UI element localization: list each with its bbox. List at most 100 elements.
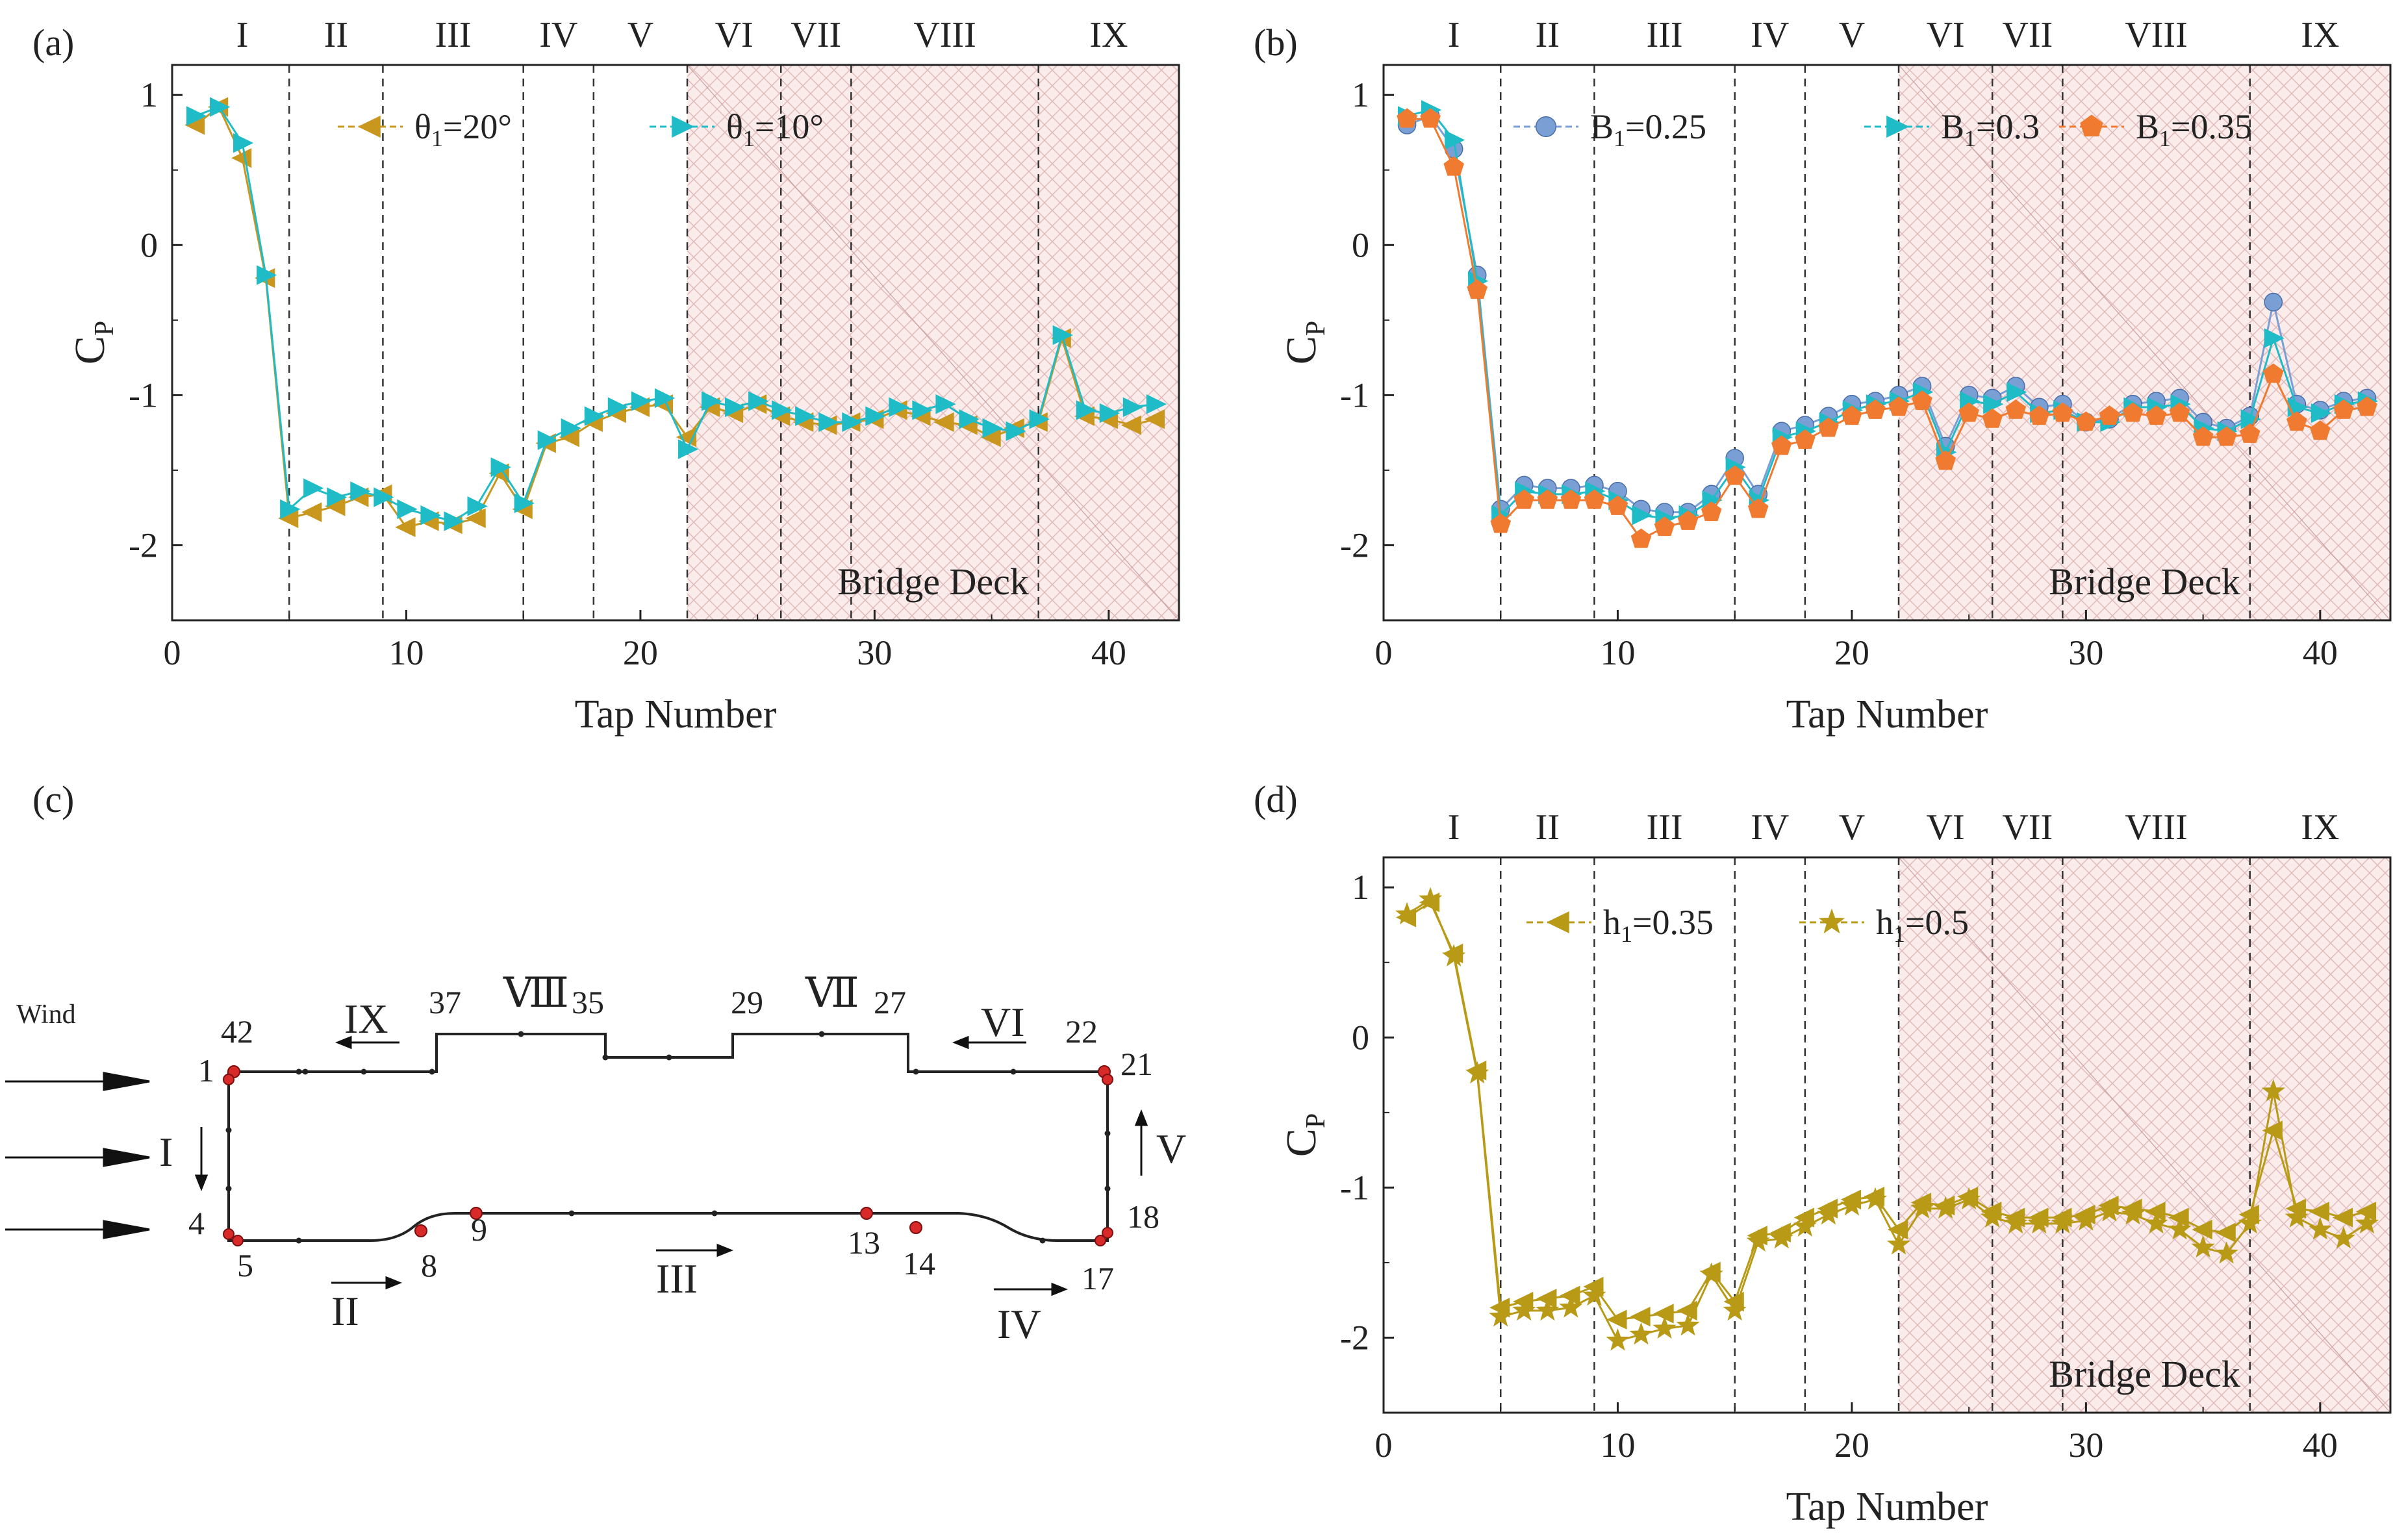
plot-frame — [1382, 64, 2392, 622]
data-point — [444, 511, 464, 531]
region-label-III: III — [1647, 807, 1683, 848]
data-point — [280, 499, 301, 520]
y-tick-label: 0 — [1352, 225, 1369, 264]
data-point — [795, 406, 816, 426]
data-point — [912, 400, 933, 420]
data-point — [654, 388, 676, 409]
data-point — [1395, 902, 1419, 925]
legend-label-value: =10° — [755, 107, 824, 146]
data-point — [1582, 1283, 1606, 1306]
data-point — [2286, 411, 2307, 431]
data-point — [1076, 400, 1096, 420]
legend-label: B1=0.35 — [2136, 107, 2252, 151]
data-point — [1512, 1298, 1536, 1321]
y-axis-label: CP — [1278, 1113, 1331, 1157]
data-point — [2191, 1235, 2215, 1258]
data-point — [1630, 1306, 1651, 1327]
data-point — [2146, 405, 2167, 425]
legend-marker — [1546, 911, 1569, 933]
data-point — [2051, 1211, 2075, 1234]
data-point — [2192, 426, 2214, 446]
legend-label: B1=0.25 — [1590, 107, 1706, 151]
data-point — [2285, 1205, 2309, 1228]
region-label-VII: VII — [2002, 807, 2053, 848]
tap-label-22: 22 — [1065, 1013, 1098, 1050]
data-point — [2355, 1211, 2379, 1234]
data-point — [1629, 1322, 1653, 1345]
tap-label-13: 13 — [848, 1224, 880, 1261]
data-point — [2099, 405, 2120, 425]
data-point — [2239, 423, 2260, 443]
legend-label-subscript: 1 — [743, 125, 755, 151]
panel-label-c: (c) — [32, 778, 74, 820]
data-point — [2122, 402, 2144, 422]
tap-label-35: 35 — [572, 984, 604, 1020]
tap-label-14: 14 — [903, 1245, 935, 1281]
x-tick-label: 40 — [2303, 1426, 2338, 1465]
y-axis-label: CP — [1278, 321, 1331, 364]
data-point — [1982, 408, 2003, 428]
panel-label-d: (d) — [1254, 778, 1298, 820]
region-label-I: I — [1448, 807, 1460, 848]
data-point — [1910, 1196, 1934, 1219]
data-point — [1536, 1298, 1560, 1321]
wind-label: Wind — [16, 1000, 76, 1029]
region-label-III: III — [656, 1256, 698, 1302]
data-point — [1840, 1193, 1864, 1216]
data-point — [2052, 402, 2073, 422]
data-point — [982, 418, 1003, 438]
data-point — [631, 391, 652, 411]
data-point — [584, 406, 605, 426]
tap-label-21: 21 — [1121, 1046, 1153, 1082]
data-point — [2029, 405, 2050, 425]
x-tick-label: 10 — [388, 633, 424, 672]
bridge-deck-label: Bridge Deck — [2049, 561, 2240, 603]
y-tick-label: 1 — [140, 75, 158, 114]
data-point — [933, 412, 954, 433]
data-point — [959, 409, 980, 429]
legend-marker — [1886, 116, 1910, 138]
data-point — [1795, 429, 1816, 449]
data-point — [350, 481, 371, 501]
region-label-VI: VI — [1927, 15, 1965, 55]
legend-label-value: =0.35 — [2171, 107, 2252, 146]
region-label-VIII: VIII — [2125, 15, 2187, 55]
x-axis-label: Tap Number — [575, 692, 777, 737]
x-axis-label: Tap Number — [1786, 692, 1988, 737]
data-point — [2216, 426, 2237, 446]
region-label-IV: IV — [1751, 15, 1789, 55]
y-tick-label: 1 — [1352, 75, 1369, 114]
legend-label: h1=0.5 — [1876, 903, 1969, 947]
legend-marker — [1535, 116, 1557, 138]
data-point — [889, 397, 909, 418]
region-label-IX: IX — [2301, 15, 2339, 55]
data-point — [1490, 513, 1512, 533]
x-tick-label: 0 — [1375, 1426, 1393, 1465]
y-tick-label: -2 — [1340, 525, 1369, 564]
data-point — [257, 265, 277, 285]
data-point — [701, 391, 722, 411]
region-label-VIII: Ⅷ — [503, 970, 569, 1016]
data-point — [1121, 415, 1142, 435]
region-label-VIII: VIII — [913, 15, 976, 55]
region-label-V: V — [627, 15, 653, 55]
x-tick-label: 30 — [857, 633, 892, 672]
data-point — [1676, 1313, 1700, 1336]
data-point — [301, 502, 322, 522]
data-point — [2075, 411, 2097, 431]
tap-label-17: 17 — [1082, 1260, 1114, 1296]
data-point — [1653, 1304, 1674, 1324]
x-tick-label: 10 — [1600, 1426, 1635, 1465]
data-point — [2121, 1202, 2145, 1225]
highlighted-taps — [223, 1065, 1113, 1246]
data-point — [2333, 399, 2354, 419]
data-point — [2262, 1120, 2283, 1141]
x-tick-label: 0 — [164, 633, 181, 672]
region-label-II: II — [324, 15, 348, 55]
data-point — [1701, 501, 1722, 522]
legend-marker — [2080, 114, 2103, 137]
data-point — [1441, 944, 1466, 966]
data-point — [1489, 1304, 1513, 1327]
region-label-III: III — [435, 15, 472, 55]
data-point — [607, 397, 629, 418]
